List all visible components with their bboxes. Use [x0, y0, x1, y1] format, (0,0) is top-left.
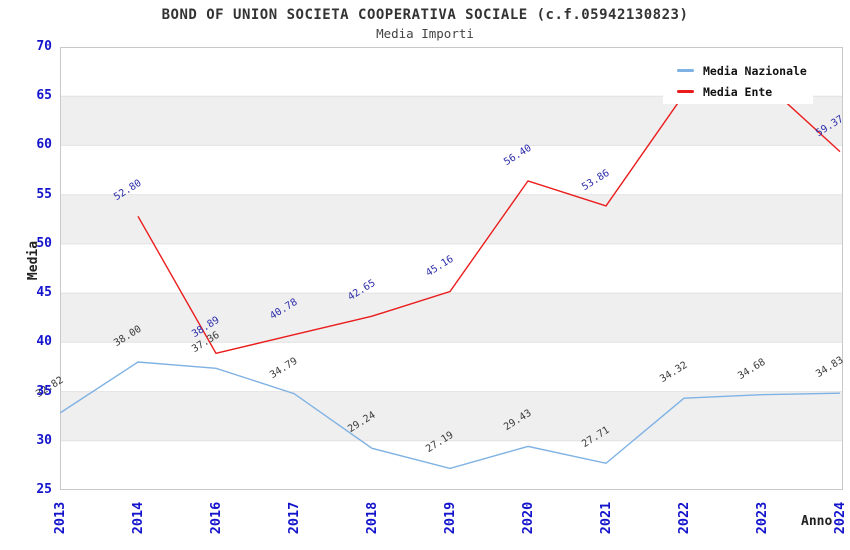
- legend-label: Media Nazionale: [703, 63, 807, 78]
- legend: Media Nazionale Media Ente: [663, 52, 813, 104]
- y-tick-label: 25: [36, 482, 52, 497]
- background-band: [60, 194, 843, 244]
- y-tick-label: 30: [36, 432, 52, 448]
- x-tick-label: 2014: [130, 501, 146, 535]
- series-line-media-nazionale: [60, 361, 841, 470]
- legend-item-media-ente: Media Ente: [663, 81, 813, 102]
- plot-area: 32.82 38.00 37.36 34.79 29.24 27.19 29.43 27.71…: [34, 47, 846, 490]
- background-band: [60, 293, 843, 343]
- legend-item-media-nazionale: Media Nazionale: [663, 60, 813, 81]
- chart-subtitle: Media Importi: [376, 26, 474, 41]
- background-band: [60, 391, 843, 441]
- media-nazionale-line-icon: [677, 69, 694, 72]
- y-tick-label: 50: [36, 235, 52, 251]
- x-tick-label: 2023: [754, 501, 770, 535]
- x-tick-label: 2018: [364, 501, 380, 535]
- media-ente-line-icon: [677, 90, 694, 93]
- background-band: [60, 96, 843, 146]
- plot-frame: [60, 47, 843, 490]
- x-tick-label: 2022: [676, 501, 692, 535]
- x-tick-label: 2013: [52, 501, 68, 535]
- y-tick-label: 35: [36, 383, 52, 399]
- x-tick-label: 2021: [598, 501, 614, 535]
- y-tick-label: 65: [36, 88, 52, 104]
- x-tick-label: 2017: [286, 501, 302, 535]
- y-tick-label: 60: [36, 137, 52, 153]
- x-tick-label: 2020: [520, 501, 536, 535]
- legend-label: Media Ente: [703, 84, 773, 99]
- y-tick-label: 70: [36, 39, 52, 54]
- y-tick-label: 55: [36, 186, 52, 202]
- plot-canvas: [60, 47, 843, 490]
- y-tick-label: 40: [36, 334, 52, 350]
- x-tick-label: 2019: [442, 501, 458, 535]
- chart-title: BOND OF UNION SOCIETA COOPERATIVA SOCIAL…: [161, 7, 689, 23]
- y-tick-label: 45: [36, 285, 52, 301]
- x-tick-label: 2016: [208, 501, 224, 535]
- x-tick-label: 2024: [832, 501, 848, 535]
- x-axis-title: Anno: [801, 514, 833, 529]
